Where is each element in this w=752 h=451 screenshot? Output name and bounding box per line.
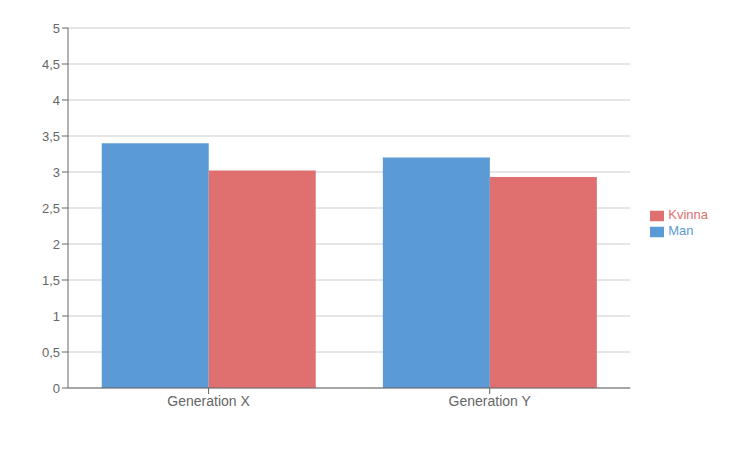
svg-text:1,5: 1,5 (42, 273, 60, 288)
svg-text:Generation Y: Generation Y (449, 393, 532, 409)
svg-text:1: 1 (53, 309, 60, 324)
svg-text:5: 5 (53, 21, 60, 36)
html-text:Man: Man (668, 223, 694, 238)
svg-text:2,5: 2,5 (42, 201, 60, 216)
svg-text:0: 0 (53, 381, 60, 396)
svg-text:3: 3 (53, 165, 60, 180)
svg-text:Generation X: Generation X (167, 393, 250, 409)
html-text:Kvinna: Kvinna (668, 207, 708, 223)
svg-text:2: 2 (53, 237, 60, 252)
svg-text:4: 4 (53, 93, 60, 108)
svg-text:0,5: 0,5 (42, 345, 60, 360)
svg-text:3,5: 3,5 (42, 129, 60, 144)
svg-text:4,5: 4,5 (42, 57, 60, 72)
